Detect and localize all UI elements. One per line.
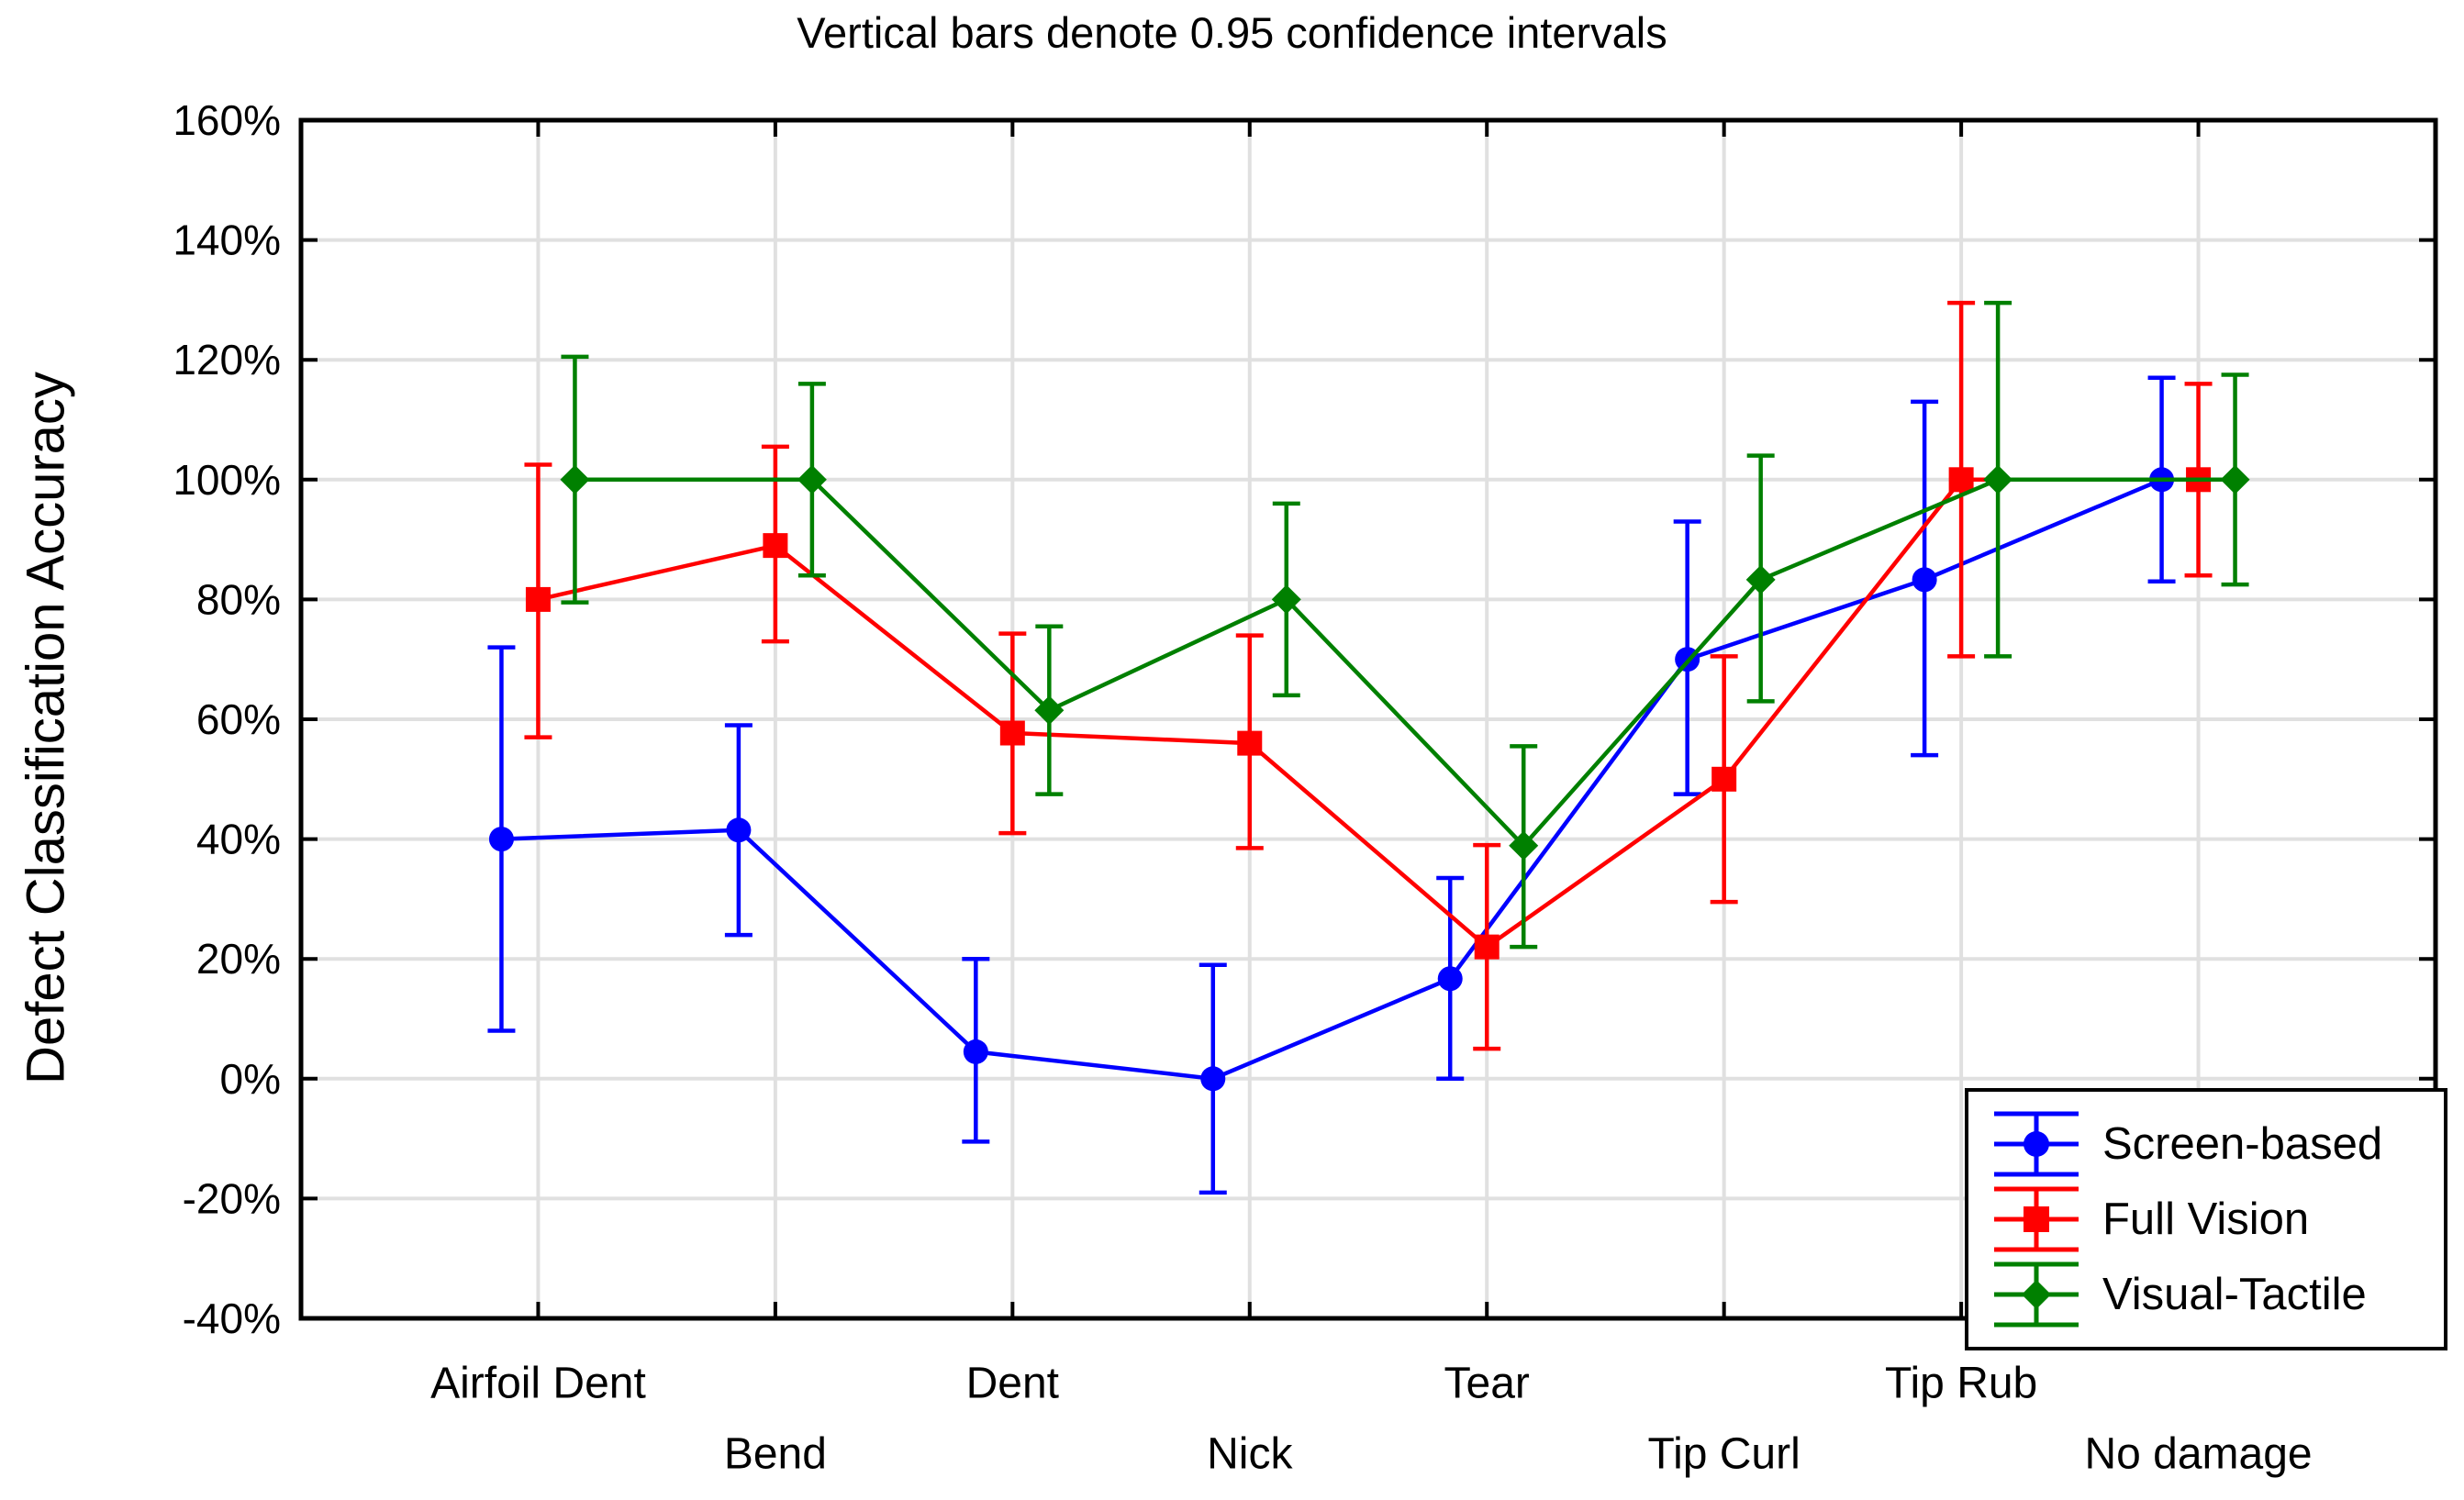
data-point-square (1474, 934, 1500, 960)
series-line (501, 477, 2163, 1082)
y-tick-label: -20% (183, 1174, 281, 1222)
x-tick-label: No damage (2084, 1430, 2312, 1479)
chart-title: Vertical bars denote 0.95 confidence int… (797, 8, 1667, 57)
data-point-diamond (1983, 464, 2013, 494)
error-bar-circle-icon (1994, 1111, 2079, 1177)
data-point-square (1237, 730, 1263, 756)
data-point-diamond (2220, 464, 2250, 494)
y-tick-label: 100% (173, 456, 281, 504)
legend-item-visual-tactile: Visual-Tactile (1992, 1257, 2444, 1332)
data-point-square (1711, 766, 1737, 792)
x-tick-label: Bend (724, 1430, 827, 1479)
data-point-circle (1437, 966, 1463, 992)
legend: Screen-based Full Vision Visual-Tactile (1965, 1088, 2447, 1350)
data-point-circle (726, 817, 752, 843)
x-tick-label: Nick (1207, 1430, 1293, 1479)
y-axis-title: Defect Classification Accuracy (16, 372, 76, 1084)
y-tick-label: 20% (196, 935, 281, 983)
y-tick-label: 80% (196, 575, 281, 623)
legend-item-screen-based: Screen-based (1992, 1106, 2444, 1182)
y-tick-label: 60% (196, 695, 281, 743)
legend-label: Visual-Tactile (2102, 1270, 2367, 1319)
legend-label: Full Vision (2102, 1194, 2310, 1244)
data-point-diamond (1509, 830, 1539, 861)
data-point-square (1948, 467, 1974, 493)
data-point-diamond (797, 464, 827, 494)
error-bar-diamond-icon (1994, 1261, 2079, 1328)
legend-label: Screen-based (2102, 1119, 2383, 1169)
data-point-circle (963, 1039, 988, 1064)
data-point-diamond (1745, 564, 1776, 594)
y-tick-label: 0% (220, 1055, 281, 1103)
error-bar-square-icon (1994, 1186, 2079, 1252)
x-tick-label: Tip Rub (1885, 1360, 2037, 1408)
x-tick-label: Dent (966, 1360, 1059, 1408)
data-point-square (763, 533, 788, 559)
series-line (574, 477, 2235, 850)
y-tick-label: 40% (196, 816, 281, 863)
data-point-square (999, 720, 1025, 746)
legend-item-full-vision: Full Vision (1992, 1182, 2444, 1257)
y-tick-label: -40% (183, 1294, 281, 1342)
data-point-diamond (1034, 695, 1065, 726)
y-tick-label: 160% (173, 96, 281, 144)
y-tick-label: 120% (173, 336, 281, 383)
data-point-diamond (560, 464, 590, 494)
data-point-circle (488, 827, 514, 852)
y-tick-label: 140% (173, 217, 281, 264)
data-point-square (525, 586, 551, 612)
x-tick-label: Airfoil Dent (430, 1360, 646, 1408)
data-point-diamond (1271, 584, 1301, 615)
data-point-circle (1912, 567, 1937, 593)
data-point-circle (1200, 1066, 1226, 1092)
x-tick-label: Tip Curl (1648, 1430, 1801, 1479)
x-tick-label: Tear (1444, 1360, 1530, 1408)
